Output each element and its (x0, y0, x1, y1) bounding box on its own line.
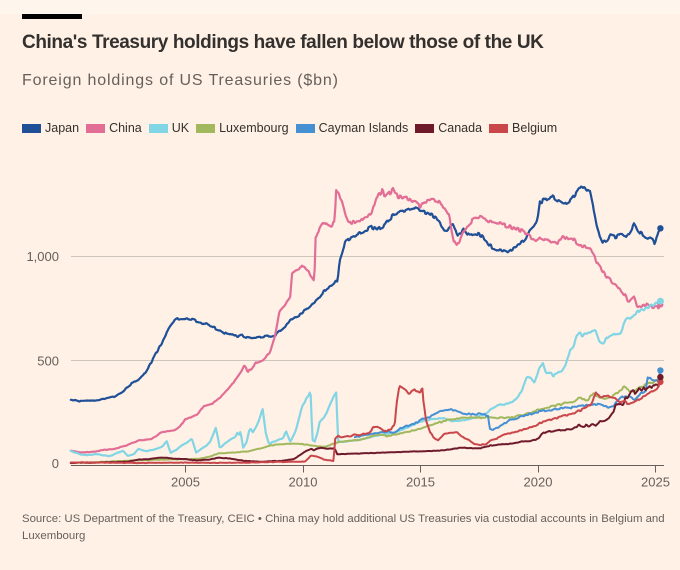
svg-text:2010: 2010 (289, 475, 318, 490)
svg-text:1,000: 1,000 (26, 249, 59, 264)
svg-text:0: 0 (52, 456, 59, 471)
svg-text:2015: 2015 (406, 475, 435, 490)
svg-text:2020: 2020 (524, 475, 553, 490)
svg-text:500: 500 (37, 354, 59, 369)
svg-text:2005: 2005 (171, 475, 200, 490)
svg-text:2025: 2025 (641, 475, 670, 490)
